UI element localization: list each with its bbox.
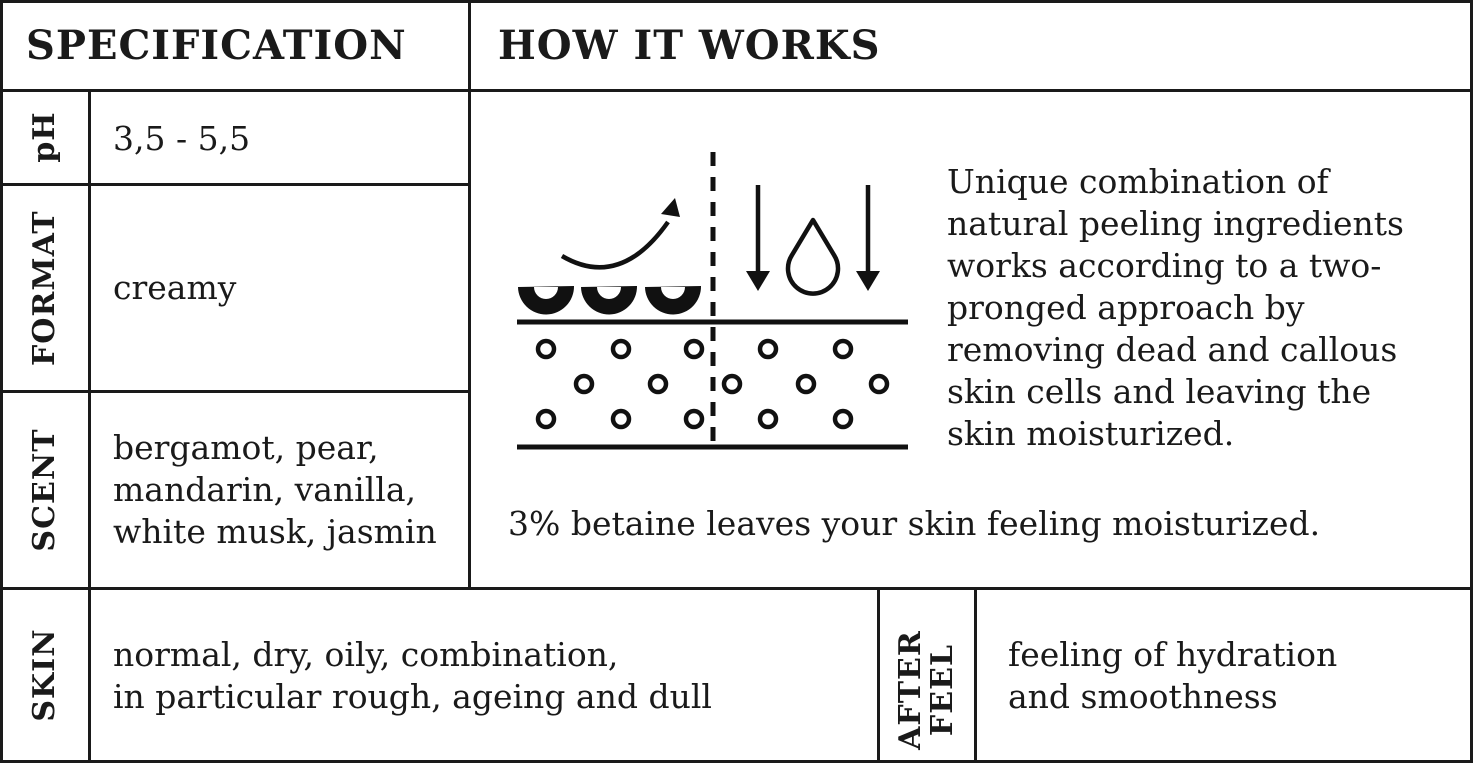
description-line: skin moisturized. xyxy=(947,414,1235,453)
after-feel-label-line: AFTER xyxy=(893,630,928,750)
ph-value: 3,5 - 5,5 xyxy=(113,119,251,158)
after-feel-label-line: FEEL xyxy=(925,643,960,737)
divider xyxy=(0,587,1473,590)
divider xyxy=(0,89,1473,92)
after-feel-line: feeling of hydration xyxy=(1008,635,1338,674)
divider xyxy=(974,587,977,763)
description-line: removing dead and callous xyxy=(947,330,1398,369)
divider xyxy=(877,587,880,763)
down-arrow-icon xyxy=(746,185,770,291)
border-right xyxy=(1470,0,1473,763)
down-arrow-icon xyxy=(856,185,880,291)
divider xyxy=(88,89,91,763)
description-line: natural peeling ingredients xyxy=(947,204,1404,243)
format-value: creamy xyxy=(113,268,237,307)
skin-line: in particular rough, ageing and dull xyxy=(113,677,712,716)
after-feel-value: feeling of hydration and smoothness xyxy=(1008,634,1337,718)
exfoliation-arrow-icon xyxy=(560,198,680,270)
skin-label: SKIN xyxy=(27,628,62,722)
divider xyxy=(0,390,470,393)
dead-skin-cells-icon xyxy=(518,286,702,315)
scent-line: bergamot, pear, xyxy=(113,428,379,467)
after-feel-label: AFTER FEEL xyxy=(878,588,975,760)
water-drop-icon xyxy=(785,217,841,296)
skin-layer-icon xyxy=(517,152,908,450)
scent-line: white musk, jasmin xyxy=(113,512,437,551)
scent-line: mandarin, vanilla, xyxy=(113,470,416,509)
description-line: pronged approach by xyxy=(947,288,1305,327)
skin-line: normal, dry, oily, combination, xyxy=(113,635,619,674)
after-feel-line: and smoothness xyxy=(1008,677,1278,716)
divider xyxy=(468,0,471,590)
skin-value: normal, dry, oily, combination, in parti… xyxy=(113,634,712,718)
scent-value: bergamot, pear, mandarin, vanilla, white… xyxy=(113,427,437,553)
border-top xyxy=(0,0,1473,3)
border-bottom xyxy=(0,760,1473,763)
betaine-note: 3% betaine leaves your skin feeling mois… xyxy=(508,504,1321,543)
description-line: Unique combination of xyxy=(947,162,1329,201)
description-line: works according to a two- xyxy=(947,246,1382,285)
description-line: skin cells and leaving the xyxy=(947,372,1372,411)
divider xyxy=(0,183,470,186)
how-it-works-heading: HOW IT WORKS xyxy=(498,22,881,69)
border-left xyxy=(0,0,3,763)
specification-heading: SPECIFICATION xyxy=(26,22,407,69)
how-it-works-description: Unique combination of natural peeling in… xyxy=(947,161,1404,455)
